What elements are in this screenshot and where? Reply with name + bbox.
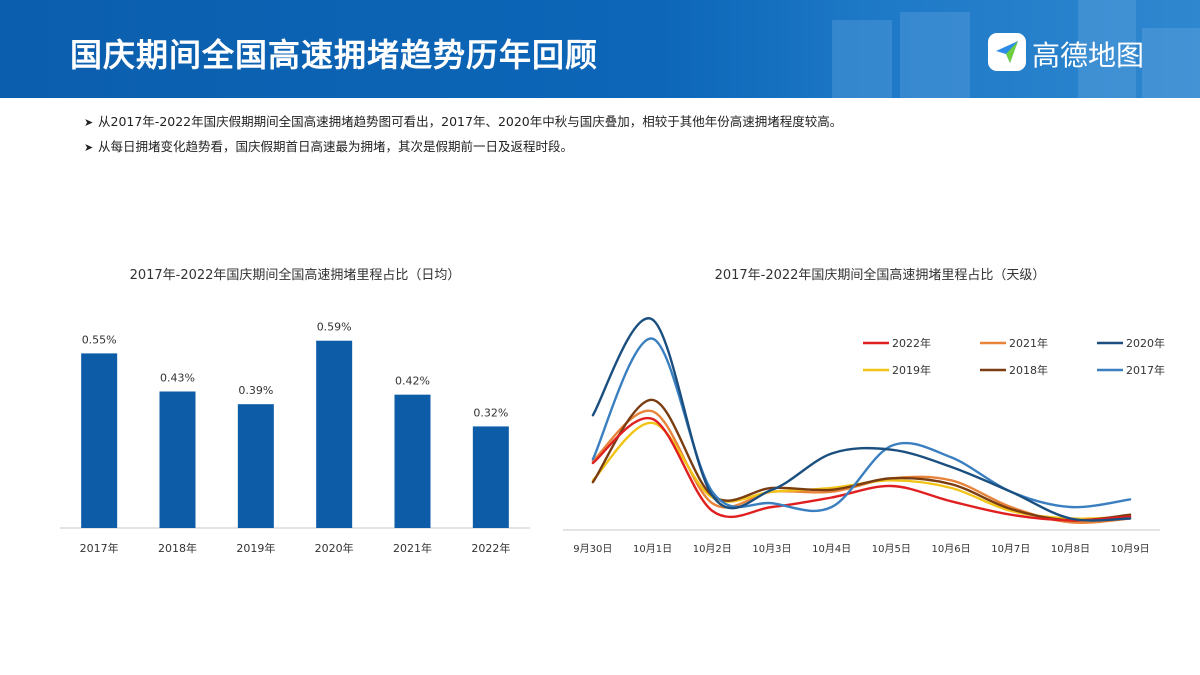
x-tick-label: 2020年	[315, 541, 354, 555]
bullet-text: 从2017年-2022年国庆假期期间全国高速拥堵趋势图可看出，2017年、202…	[98, 114, 843, 129]
x-tick-label: 10月1日	[633, 543, 672, 555]
data-label: 0.55%	[82, 333, 117, 346]
series-line	[591, 409, 1132, 524]
x-tick-label: 2017年	[80, 541, 119, 555]
bar	[81, 353, 118, 528]
data-label: 0.43%	[160, 371, 195, 384]
x-tick-label: 2019年	[236, 541, 275, 555]
legend-label: 2020年	[1126, 336, 1165, 350]
legend-label: 2019年	[892, 363, 931, 377]
series-line	[591, 416, 1132, 522]
x-tick-label: 2018年	[158, 541, 197, 555]
data-label: 0.32%	[473, 406, 508, 419]
x-tick-label: 9月30日	[573, 543, 612, 555]
bar	[394, 394, 431, 528]
data-label: 0.42%	[395, 375, 430, 388]
arrow-bullet-icon: ➤	[84, 116, 94, 129]
summary-bullets: ➤ 从2017年-2022年国庆假期期间全国高速拥堵趋势图可看出，2017年、20…	[84, 112, 1164, 162]
logo-badge	[988, 33, 1026, 71]
line-chart-title: 2017年-2022年国庆期间全国高速拥堵里程占比（天级）	[714, 268, 1046, 283]
arrow-bullet-icon: ➤	[84, 141, 94, 154]
bar	[237, 404, 274, 528]
x-tick-label: 10月8日	[1051, 543, 1090, 555]
bar-chart-title: 2017年-2022年国庆期间全国高速拥堵里程占比（日均）	[129, 268, 461, 283]
legend-label: 2017年	[1126, 363, 1165, 377]
building-decoration	[1142, 28, 1200, 98]
logo-text: 高德地图	[1032, 39, 1145, 72]
series-line	[591, 317, 1132, 522]
bullet-item: ➤ 从2017年-2022年国庆假期期间全国高速拥堵趋势图可看出，2017年、20…	[84, 112, 1164, 137]
brand-logo: 高德地图	[988, 33, 1168, 73]
legend-label: 2021年	[1009, 336, 1048, 350]
line-chart: 9月30日 10月1日 10月2日 10月3日 10月4日 10月5日 10月6日 10月7日…	[563, 317, 1165, 555]
series-line	[591, 398, 1132, 522]
bullet-item: ➤ 从每日拥堵变化趋势看，国庆假期首日高速最为拥堵，其次是假期前一日及返程时段。	[84, 137, 1164, 162]
header-band: 国庆期间全国高速拥堵趋势历年回顾 高德地图	[0, 0, 1200, 98]
bar-chart: 0.55% 2017年 0.43% 2018年 0.39% 2019年 0.59% 2020年…	[60, 321, 530, 555]
navigation-arrow-icon	[996, 41, 1018, 63]
bar	[472, 426, 509, 528]
bar	[159, 391, 196, 528]
building-decoration	[832, 20, 892, 98]
x-tick-label: 10月6日	[932, 543, 971, 555]
legend-label: 2018年	[1009, 363, 1048, 377]
x-tick-label: 10月7日	[991, 543, 1030, 555]
page-title: 国庆期间全国高速拥堵趋势历年回顾	[70, 36, 599, 74]
x-tick-label: 10月2日	[693, 543, 732, 555]
bar	[316, 340, 353, 528]
building-decoration	[1078, 0, 1136, 98]
data-label: 0.59%	[317, 321, 352, 334]
building-decoration	[900, 12, 970, 98]
x-tick-label: 10月9日	[1111, 543, 1150, 555]
x-tick-label: 10月4日	[812, 543, 851, 555]
legend-label: 2022年	[892, 336, 931, 350]
x-tick-label: 10月5日	[872, 543, 911, 555]
x-tick-label: 10月3日	[752, 543, 791, 555]
bullet-text: 从每日拥堵变化趋势看，国庆假期首日高速最为拥堵，其次是假期前一日及返程时段。	[98, 139, 574, 154]
x-tick-label: 2021年	[393, 541, 432, 555]
x-tick-label: 2022年	[471, 541, 510, 555]
data-label: 0.39%	[238, 384, 273, 397]
